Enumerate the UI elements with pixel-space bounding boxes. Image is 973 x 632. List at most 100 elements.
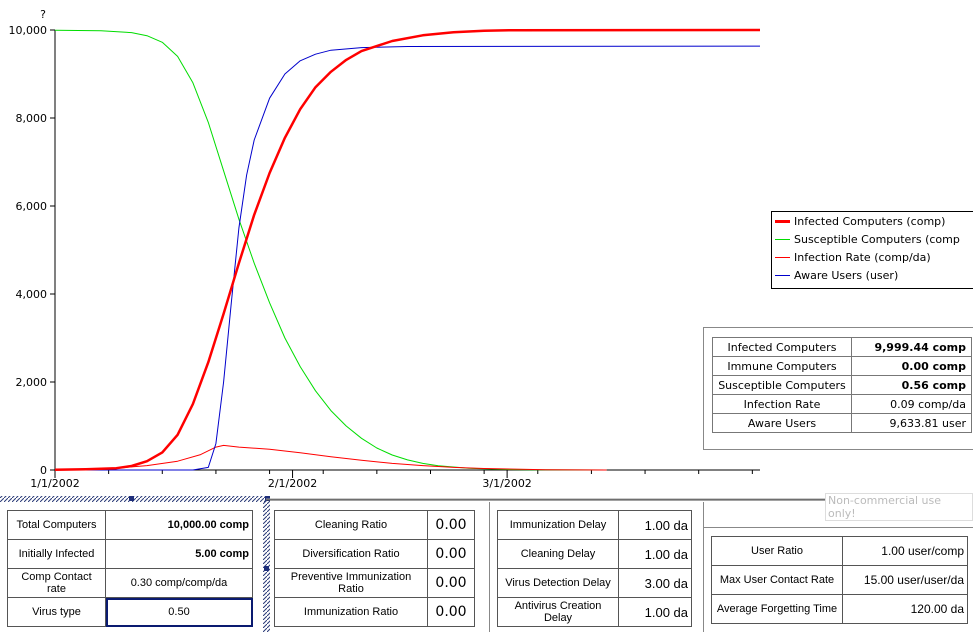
- parameter-row: Cleaning Ratio 0.00: [274, 510, 475, 540]
- y-tick-label: 6,000: [16, 200, 48, 213]
- chart-legend: Infected Computers (comp) Susceptible Co…: [771, 211, 973, 289]
- parameter-row: Initially Infected 5.00 comp: [7, 539, 253, 569]
- contact-rate-label: Comp Contact rate: [7, 568, 106, 598]
- virus-detection-delay-label: Virus Detection Delay: [497, 568, 619, 598]
- summary-value: 0.56 comp: [851, 375, 972, 395]
- parameter-row: Comp Contact rate 0.30 comp/comp/da: [7, 568, 253, 598]
- summary-value: 0.00 comp: [851, 356, 972, 376]
- x-tick-label: 1/1/2002: [30, 477, 79, 490]
- y-axis-label: ?: [40, 8, 46, 21]
- virus-type-label: Virus type: [7, 597, 106, 627]
- summary-table-panel: Infected Computers 9,999.44 comp Immune …: [703, 327, 973, 450]
- parameter-table: Cleaning Ratio 0.00 Diversification Rati…: [274, 510, 475, 627]
- y-tick-label: 4,000: [16, 288, 48, 301]
- chart-series-lines: [54, 28, 761, 472]
- preventive-immunization-ratio-label: Preventive Immunization Ratio: [274, 568, 428, 598]
- x-tick-label: 2/1/2002: [268, 477, 317, 490]
- total-computers-value[interactable]: 10,000.00 comp: [105, 510, 253, 540]
- parameter-row: Total Computers 10,000.00 comp: [7, 510, 253, 540]
- summary-label: Infection Rate: [712, 394, 852, 414]
- immunization-ratio-label: Immunization Ratio: [274, 597, 428, 627]
- summary-row: Aware Users 9,633.81 user: [712, 413, 972, 433]
- virus-type-input[interactable]: 0.50: [105, 597, 253, 627]
- cleaning-delay-label: Cleaning Delay: [497, 539, 619, 569]
- summary-value: 9,999.44 comp: [851, 337, 972, 357]
- summary-label: Infected Computers: [712, 337, 852, 357]
- immunization-ratio-value[interactable]: 0.00: [427, 597, 475, 627]
- parameter-row: Average Forgetting Time 120.00 da: [711, 594, 968, 624]
- parameter-table: Total Computers 10,000.00 comp Initially…: [7, 510, 253, 627]
- selected-panel-edge: [263, 500, 270, 632]
- series-line-0: [54, 28, 761, 472]
- summary-value: 9,633.81 user: [851, 413, 972, 433]
- average-forgetting-time-value[interactable]: 120.00 da: [842, 594, 968, 624]
- legend-item-infection-rate: Infection Rate (comp/da): [775, 249, 931, 266]
- parameter-row: Virus type 0.50: [7, 597, 253, 627]
- summary-row: Susceptible Computers 0.56 comp: [712, 375, 972, 395]
- parameter-row: Antivirus Creation Delay 1.00 da: [497, 597, 692, 627]
- parameter-table: Immunization Delay 1.00 da Cleaning Dela…: [497, 510, 692, 627]
- parameter-row: Virus Detection Delay 3.00 da: [497, 568, 692, 598]
- virus-detection-delay-value[interactable]: 3.00 da: [618, 568, 692, 598]
- legend-item-infected: Infected Computers (comp): [775, 213, 945, 230]
- legend-item-aware-users: Aware Users (user): [775, 267, 898, 284]
- contact-rate-value[interactable]: 0.30 comp/comp/da: [105, 568, 253, 598]
- panel-ratios: Cleaning Ratio 0.00 Diversification Rati…: [274, 510, 475, 627]
- parameter-row: Diversification Ratio 0.00: [274, 539, 475, 569]
- legend-swatch: [775, 257, 790, 258]
- average-forgetting-time-label: Average Forgetting Time: [711, 594, 843, 624]
- parameter-row: User Ratio 1.00 user/comp: [711, 536, 968, 566]
- parameter-row: Immunization Delay 1.00 da: [497, 510, 692, 540]
- resize-handle[interactable]: [264, 566, 269, 571]
- summary-label: Susceptible Computers: [712, 375, 852, 395]
- cleaning-delay-value[interactable]: 1.00 da: [618, 539, 692, 569]
- immunization-delay-label: Immunization Delay: [497, 510, 619, 540]
- max-user-contact-rate-label: Max User Contact Rate: [711, 565, 843, 595]
- summary-row: Immune Computers 0.00 comp: [712, 356, 972, 376]
- parameter-row: Max User Contact Rate 15.00 user/user/da: [711, 565, 968, 595]
- summary-row: Infection Rate 0.09 comp/da: [712, 394, 972, 414]
- diversification-ratio-value[interactable]: 0.00: [427, 539, 475, 569]
- parameter-row: Cleaning Delay 1.00 da: [497, 539, 692, 569]
- chart-axes: ?: [40, 8, 760, 471]
- parameter-table: User Ratio 1.00 user/comp Max User Conta…: [711, 536, 968, 624]
- cleaning-ratio-label: Cleaning Ratio: [274, 510, 428, 540]
- total-computers-label: Total Computers: [7, 510, 106, 540]
- initially-infected-value[interactable]: 5.00 comp: [105, 539, 253, 569]
- series-line-2: [54, 444, 607, 471]
- resize-handle[interactable]: [129, 496, 134, 501]
- x-tick-label: 3/1/2002: [482, 477, 531, 490]
- legend-label: Susceptible Computers (comp: [794, 233, 960, 246]
- y-tick-label: 0: [40, 464, 47, 477]
- panel-separator: [489, 502, 490, 632]
- legend-label: Infection Rate (comp/da): [794, 251, 931, 264]
- diversification-ratio-label: Diversification Ratio: [274, 539, 428, 569]
- legend-label: Infected Computers (comp): [794, 215, 946, 228]
- max-user-contact-rate-value[interactable]: 15.00 user/user/da: [842, 565, 968, 595]
- summary-row: Infected Computers 9,999.44 comp: [712, 337, 972, 357]
- panel-user-parameters: User Ratio 1.00 user/comp Max User Conta…: [711, 536, 968, 624]
- legend-swatch: [775, 239, 790, 240]
- user-ratio-label: User Ratio: [711, 536, 843, 566]
- legend-item-susceptible: Susceptible Computers (comp: [775, 231, 960, 248]
- panel-delays: Immunization Delay 1.00 da Cleaning Dela…: [497, 510, 692, 627]
- antivirus-creation-delay-value[interactable]: 1.00 da: [618, 597, 692, 627]
- user-ratio-value[interactable]: 1.00 user/comp: [842, 536, 968, 566]
- antivirus-creation-delay-label: Antivirus Creation Delay: [497, 597, 619, 627]
- legend-swatch: [775, 220, 790, 223]
- preventive-immunization-ratio-value[interactable]: 0.00: [427, 568, 475, 598]
- series-line-1: [54, 29, 607, 471]
- y-tick-label: 2,000: [16, 376, 48, 389]
- initially-infected-label: Initially Infected: [7, 539, 106, 569]
- immunization-delay-value[interactable]: 1.00 da: [618, 510, 692, 540]
- y-tick-label: 8,000: [16, 112, 48, 125]
- panel-separator: [703, 527, 973, 528]
- cleaning-ratio-value[interactable]: 0.00: [427, 510, 475, 540]
- chart-ticks: 10,000 8,000 6,000 4,000 2,000 01/1/2002 2/1/2…: [9, 24, 753, 490]
- summary-value: 0.09 comp/da: [851, 394, 972, 414]
- series-line-3: [55, 45, 761, 471]
- legend-label: Aware Users (user): [794, 269, 899, 282]
- time-series-chart: ? 10,000 8,000 6,000 4,000 2,000 01/1/2002 2/1…: [9, 8, 761, 490]
- y-tick-label: 10,000: [9, 24, 48, 37]
- summary-table: Infected Computers 9,999.44 comp Immune …: [712, 337, 972, 433]
